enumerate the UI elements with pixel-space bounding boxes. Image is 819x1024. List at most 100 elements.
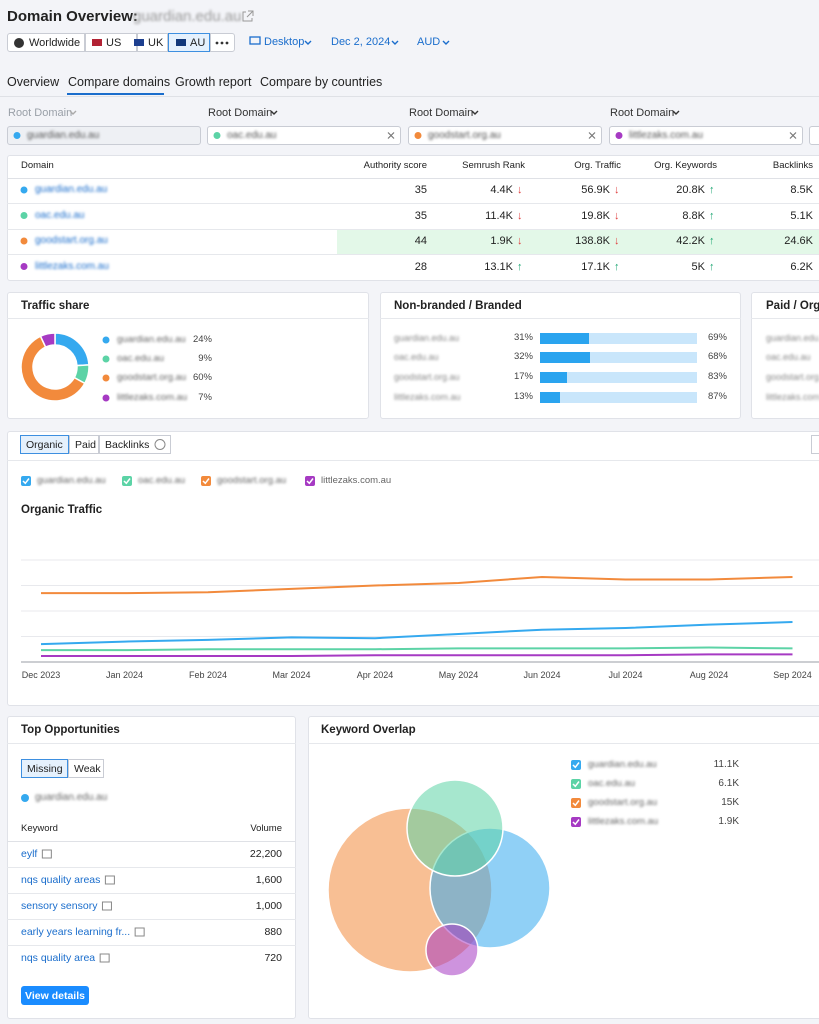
card-title: Traffic share: [21, 300, 90, 312]
overlap-legend[interactable]: littlezaks.com.au: [588, 816, 659, 827]
x-tick-label: Mar 2024: [272, 670, 311, 680]
domain-input[interactable]: [408, 126, 602, 145]
paid-domain: oac.edu.au: [766, 352, 811, 362]
domain-dot: [414, 132, 422, 139]
keyword-link[interactable]: eylf: [21, 848, 38, 860]
overlap-legend[interactable]: oac.edu.au: [588, 778, 636, 789]
overlap-value: 15K: [721, 797, 739, 808]
domain-input-text: goodstart.org.au: [428, 129, 501, 141]
page-title: Domain Overview:: [7, 8, 138, 25]
serp-icon: [41, 849, 52, 859]
device-select[interactable]: Desktop: [264, 36, 305, 48]
info-icon: [154, 439, 166, 450]
metric-traffic: 56.9K: [581, 184, 610, 196]
branded-domain: littlezaks.com.au: [394, 392, 461, 402]
domain-input[interactable]: [809, 126, 819, 145]
domain-input[interactable]: [609, 126, 803, 145]
legend-label: littlezaks.com.au: [117, 392, 188, 403]
metric-traffic: 19.8K: [581, 209, 610, 222]
more-dot: [215, 41, 219, 45]
root-domain-label: Root Domain: [409, 107, 474, 119]
opportunity-tab[interactable]: [21, 759, 68, 778]
currency-select[interactable]: AUD: [417, 36, 441, 48]
checkmark: [572, 800, 580, 807]
desktop-icon: [249, 36, 261, 45]
table-header: Domain: [21, 160, 54, 171]
opportunity-tab[interactable]: [68, 759, 104, 778]
non-branded-bar: [540, 391, 561, 403]
series-legend[interactable]: goodstart.org.au: [217, 475, 287, 486]
keyword-link[interactable]: sensory sensory: [21, 900, 98, 912]
table-card: [7, 155, 819, 281]
domain-dot: [20, 263, 28, 270]
serp-icon: [134, 927, 145, 937]
chart-toggle-label: Backlinks: [105, 438, 150, 451]
settings-button[interactable]: [811, 435, 819, 454]
tab[interactable]: Growth report: [175, 75, 252, 89]
branded-domain: oac.edu.au: [394, 352, 439, 362]
x-tick-label: Apr 2024: [356, 670, 394, 680]
opportunity-tab-label: Missing: [27, 762, 63, 775]
table-header: Semrush Rank: [462, 160, 525, 171]
keyword-link[interactable]: early years learning fr...: [21, 926, 131, 938]
domain-link[interactable]: oac.edu.au: [35, 209, 85, 221]
tab[interactable]: Compare by countries: [260, 75, 383, 89]
location-label: Worldwide: [29, 37, 81, 49]
backlinks: 24.6K: [784, 235, 813, 247]
paid-organic-card: [751, 292, 819, 419]
domain-link[interactable]: goodstart.org.au: [35, 235, 108, 246]
chart-toggle[interactable]: [69, 435, 99, 454]
keyword-link[interactable]: nqs quality areas: [21, 874, 101, 886]
metric-rank: 4.4K: [490, 184, 513, 196]
divider: [7, 867, 296, 868]
checkmark: [202, 478, 210, 485]
chevron: [270, 110, 278, 115]
tab[interactable]: Overview: [7, 75, 60, 89]
domain-input[interactable]: [7, 126, 201, 145]
branded-value: 69%: [707, 332, 727, 343]
legend-label: guardian.edu.au: [117, 334, 186, 345]
trend-arrow: ↓: [517, 184, 523, 196]
x-tick-label: Jul 2024: [608, 670, 643, 680]
location-button[interactable]: [168, 33, 210, 52]
venn-circle: [406, 779, 504, 877]
root-domain-label: Root Domain: [8, 107, 73, 119]
domain-link[interactable]: guardian.edu.au: [35, 184, 108, 195]
overlap-legend[interactable]: goodstart.org.au: [588, 797, 658, 808]
card-title: Top Opportunities: [21, 724, 120, 736]
non-branded-value: 17%: [513, 371, 533, 382]
trend-arrow: ↓: [517, 209, 523, 222]
checkbox: [201, 476, 211, 486]
chart-toggle[interactable]: [20, 435, 69, 454]
share-value: 60%: [192, 372, 212, 383]
chart-toggle-label: Paid: [75, 438, 97, 451]
location-button[interactable]: [7, 33, 85, 52]
series-legend[interactable]: guardian.edu.au: [37, 475, 106, 486]
series-legend[interactable]: littlezaks.com.au: [321, 475, 392, 486]
table-header: Org. Keywords: [654, 160, 717, 171]
opportunity-tab-label: Weak: [74, 762, 101, 775]
domain-link[interactable]: littlezaks.com.au: [35, 260, 109, 272]
date-select[interactable]: Dec 2, 2024: [331, 36, 391, 48]
branded-value: 68%: [707, 351, 727, 362]
keyword-link[interactable]: nqs quality area: [21, 952, 96, 964]
trend-arrow: ↑: [517, 260, 523, 273]
more-dot: [220, 41, 224, 45]
card-title: Non-branded / Branded: [394, 300, 522, 312]
branded-bar: [566, 371, 697, 383]
metric-keywords: 20.8K: [676, 184, 705, 196]
view-details-button[interactable]: [21, 986, 89, 1005]
view-details-label: View details: [25, 989, 85, 1002]
chart-toggle[interactable]: [99, 435, 171, 454]
domain-input[interactable]: [207, 126, 401, 145]
checkmark: [22, 478, 30, 485]
branded-value: 83%: [707, 371, 727, 382]
location-label: AU: [190, 37, 206, 49]
overlap-legend[interactable]: guardian.edu.au: [588, 759, 657, 770]
series-line: [40, 621, 793, 646]
checkmark: [123, 478, 131, 485]
series-legend[interactable]: oac.edu.au: [138, 475, 186, 486]
checkbox: [21, 476, 31, 486]
branded-value: 87%: [707, 391, 727, 402]
tab[interactable]: Compare domains: [68, 75, 171, 89]
